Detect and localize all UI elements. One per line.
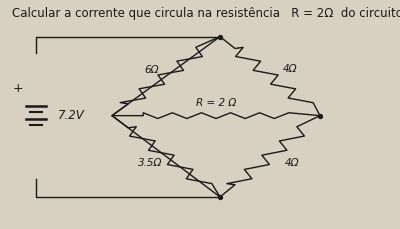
Text: Calcular a corrente que circula na resistência   R = 2Ω  do circuito da figura.: Calcular a corrente que circula na resis…: [12, 7, 400, 20]
Text: 7.2V: 7.2V: [58, 109, 85, 122]
Text: 4Ω: 4Ω: [283, 64, 297, 74]
Text: R = 2 Ω: R = 2 Ω: [196, 98, 236, 108]
Text: 6Ω: 6Ω: [145, 65, 159, 75]
Text: 3.5Ω: 3.5Ω: [138, 158, 162, 168]
Text: 4Ω: 4Ω: [285, 158, 299, 168]
Text: +: +: [13, 82, 23, 95]
